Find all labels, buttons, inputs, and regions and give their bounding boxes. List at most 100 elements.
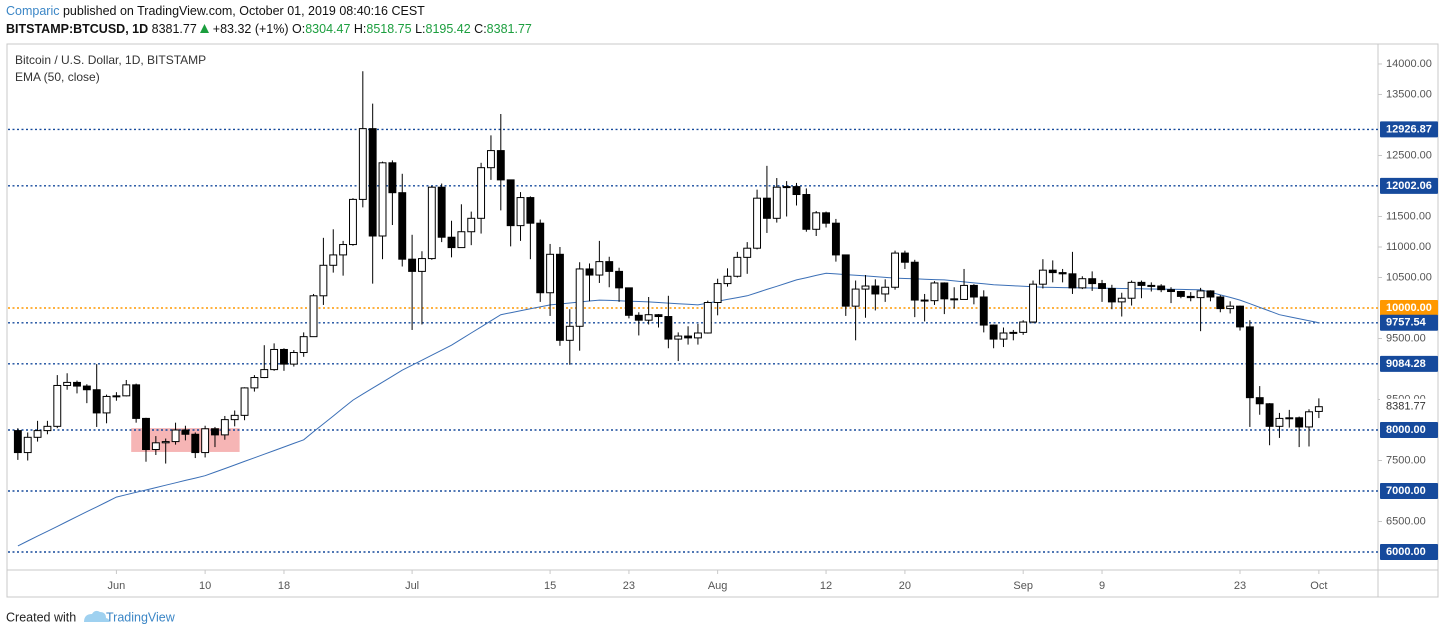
candle-body	[457, 231, 466, 249]
candle-body	[546, 253, 555, 294]
candle-body	[73, 381, 81, 387]
level-label-bg	[1380, 121, 1438, 138]
candle-body	[792, 186, 801, 196]
candle-body	[132, 384, 141, 419]
y-tick-label: 14000.00	[1386, 58, 1432, 70]
ema-legend: EMA (50, close)	[15, 70, 100, 84]
candle-body	[339, 244, 348, 256]
candle-body	[388, 162, 397, 194]
candle-body	[1236, 305, 1244, 328]
candle-body	[112, 395, 121, 398]
candle-body	[920, 299, 929, 302]
header-line-2: BITSTAMP:BTCUSD, 1D 8381.77 +83.32 (+1%)…	[6, 22, 532, 36]
candle-body	[1206, 290, 1215, 298]
level-label: 7000.00	[1386, 485, 1426, 497]
candle-body	[260, 369, 269, 379]
candle-body	[536, 222, 545, 294]
candle-body	[1245, 326, 1254, 399]
candle-body	[92, 389, 101, 414]
candle-body	[595, 261, 604, 276]
candle-body	[644, 314, 653, 321]
candle-body	[743, 247, 752, 258]
candle-body	[624, 287, 633, 316]
candle-body	[1275, 417, 1284, 427]
candle-body	[605, 261, 614, 272]
candle-body	[812, 212, 821, 230]
low-label: L:	[415, 22, 426, 36]
candle-body	[161, 441, 170, 444]
candle-body	[960, 284, 968, 300]
candle-body	[1127, 281, 1136, 299]
candle-body	[1265, 403, 1274, 427]
candle-body	[201, 428, 210, 454]
x-tick-label: 20	[899, 580, 911, 592]
chart-title: Bitcoin / U.S. Dollar, 1D, BITSTAMP	[15, 53, 206, 67]
candle-body	[1147, 284, 1156, 287]
candle-body	[211, 428, 219, 436]
candle-body	[900, 252, 909, 263]
symbol: BITSTAMP:BTCUSD, 1D	[6, 22, 149, 36]
candle-body	[950, 298, 959, 301]
y-tick-label: 7500.00	[1386, 454, 1426, 466]
candle-body	[171, 429, 180, 443]
y-tick-label: 12500.00	[1386, 149, 1432, 161]
candle-body	[1048, 269, 1057, 274]
candle-body	[102, 395, 111, 414]
level-label-bg	[1380, 177, 1438, 194]
level-label: 6000.00	[1386, 546, 1426, 558]
last-price: 8381.77	[151, 22, 197, 36]
last-price-bg	[1380, 398, 1436, 415]
candle-body	[63, 381, 72, 386]
frame	[6, 43, 1439, 598]
candle-body	[1167, 289, 1175, 293]
candle-body	[1186, 295, 1195, 299]
x-tick-label: Sep	[1013, 580, 1033, 592]
x-tick-label: 23	[623, 580, 635, 592]
candle-body	[1216, 296, 1225, 310]
candle-body	[802, 194, 811, 230]
candle-body	[151, 442, 160, 451]
candle-body	[1068, 273, 1077, 289]
x-tick-label: 15	[544, 580, 556, 592]
candle-body	[1009, 331, 1018, 334]
candle-body	[703, 301, 712, 334]
candle-body	[506, 179, 515, 227]
candle-body	[1019, 321, 1028, 333]
close-label: C:	[474, 22, 487, 36]
candle-body	[526, 197, 535, 224]
x-tick-label: Jun	[108, 580, 126, 592]
x-tick-label: 9	[1099, 580, 1105, 592]
level-label: 10000.00	[1386, 302, 1432, 314]
candle-body	[1038, 269, 1047, 285]
candle-body	[299, 336, 308, 354]
x-tick-label: 12	[820, 580, 832, 592]
candle-body	[1285, 417, 1294, 420]
candle-body	[427, 186, 436, 260]
candle-body	[358, 128, 367, 200]
y-tick-label: 11500.00	[1386, 210, 1431, 222]
candle-body	[565, 325, 574, 341]
candle-body	[319, 264, 328, 297]
candle-body	[1314, 406, 1323, 412]
candle-body	[181, 429, 190, 435]
candle-body	[1137, 281, 1146, 286]
candle-body	[822, 212, 831, 224]
y-tick-label: 6500.00	[1386, 515, 1426, 527]
candle-body	[772, 186, 781, 219]
candle-body	[1107, 287, 1116, 303]
level-label-bg	[1380, 544, 1438, 561]
candle-body	[13, 430, 22, 454]
plot-area	[8, 71, 1378, 553]
published: published on TradingView.com, October 01…	[62, 4, 425, 18]
candle-body	[930, 282, 939, 302]
candle-body	[240, 387, 249, 416]
candle-body	[1176, 291, 1185, 297]
candle-body	[555, 253, 564, 341]
candle-body	[1098, 283, 1106, 289]
y-tick-label: 13500.00	[1386, 88, 1432, 100]
candle-body	[693, 332, 702, 339]
candle-body	[82, 385, 91, 391]
y-tick-label: 9500.00	[1386, 332, 1426, 344]
candle-body	[585, 268, 594, 276]
